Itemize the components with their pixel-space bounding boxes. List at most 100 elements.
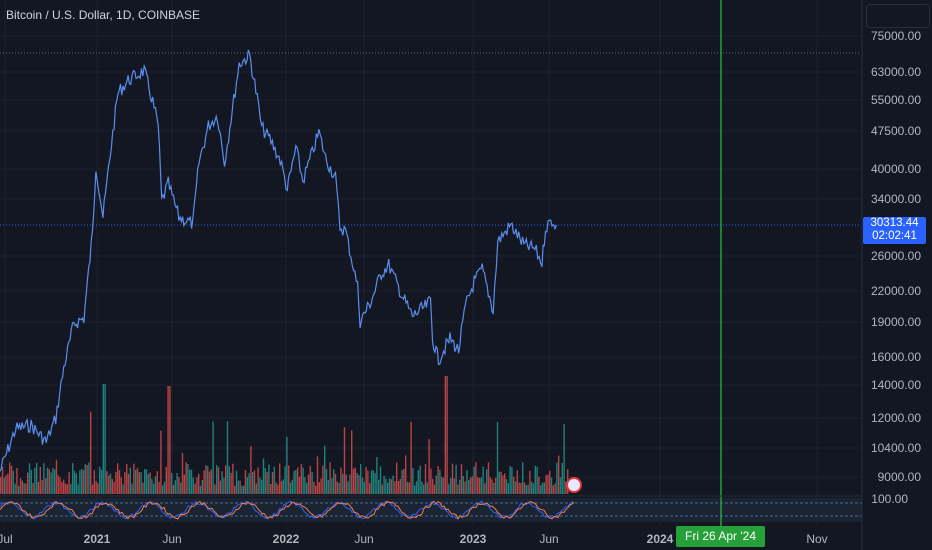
volume-bar xyxy=(113,481,115,494)
volume-bar xyxy=(221,471,223,494)
volume-bar xyxy=(163,481,166,494)
time-tick-label: Jul xyxy=(0,532,13,546)
volume-bar xyxy=(473,466,475,494)
volume-bar xyxy=(336,481,338,494)
volume-bar xyxy=(241,485,243,494)
volume-bar xyxy=(264,468,266,494)
price-axis: 75000.00 63000.00 55000.00 47500.00 40000.00… xyxy=(871,29,921,506)
volume-bar xyxy=(471,476,473,494)
volume-bar xyxy=(369,483,371,494)
volume-bar xyxy=(117,463,119,494)
volume-bar xyxy=(120,477,122,494)
volume-bar xyxy=(361,477,364,494)
toolbar-button[interactable] xyxy=(866,4,930,28)
volume-bar xyxy=(250,446,252,494)
volume-bar xyxy=(329,462,331,494)
volume-bar xyxy=(523,482,526,494)
volume-bar xyxy=(158,481,160,494)
volume-bar xyxy=(403,468,405,494)
oscillator-line xyxy=(0,500,575,520)
time-tick-label: 2021 xyxy=(84,532,111,546)
volume-bar xyxy=(352,468,355,494)
volume-bar xyxy=(212,421,214,494)
earnings-flag-icon[interactable] xyxy=(566,477,582,493)
volume-bar xyxy=(160,430,162,494)
crosshair-date-label: Fri 26 Apr '24 xyxy=(676,526,765,547)
volume-bar xyxy=(457,484,459,494)
volume-bar xyxy=(487,462,490,494)
volume-bar xyxy=(196,477,198,494)
volume-bar xyxy=(86,465,88,494)
volume-bar xyxy=(226,421,229,494)
volume-bar xyxy=(262,458,265,494)
price-tick-label: 63000.00 xyxy=(871,65,921,79)
volume-bar xyxy=(376,457,378,494)
volume-bar xyxy=(252,472,254,494)
volume-bar xyxy=(414,485,416,494)
volume-bar xyxy=(363,481,365,494)
time-tick-label: Jun xyxy=(354,532,373,546)
volume-bar xyxy=(365,466,367,494)
volume-bar xyxy=(475,462,477,494)
volume-bar xyxy=(203,470,205,494)
oscillator-pane xyxy=(0,498,862,522)
volume-bar xyxy=(397,481,400,494)
volume-bar xyxy=(388,478,391,494)
volume-bar xyxy=(136,467,139,494)
volume-bar xyxy=(372,470,374,494)
volume-bar xyxy=(27,472,29,494)
volume-bar xyxy=(207,466,209,494)
price-tick-label: 14000.00 xyxy=(871,378,921,392)
volume-bar xyxy=(52,468,54,494)
volume-bar xyxy=(338,482,340,494)
volume-bar xyxy=(286,436,288,494)
volume-bar xyxy=(140,472,142,494)
volume-bar xyxy=(291,479,293,494)
volume-bar xyxy=(145,469,148,494)
volume-bar xyxy=(349,474,351,494)
volume-bar xyxy=(104,384,106,494)
volume-bar xyxy=(144,469,146,494)
volume-bar xyxy=(153,483,155,494)
volume-bar xyxy=(547,474,549,494)
volume-bar xyxy=(210,469,212,494)
volume-bar xyxy=(97,483,99,494)
volume-bar xyxy=(266,472,268,494)
volume-bar xyxy=(460,464,463,494)
volume-bar xyxy=(84,464,86,494)
volume-bar xyxy=(39,466,41,494)
volume-bar xyxy=(561,463,563,494)
volume-bar xyxy=(133,463,135,494)
volume-bar xyxy=(277,484,279,494)
time-tick-label: Jun xyxy=(162,532,181,546)
volume-bar xyxy=(57,475,59,494)
volume-bar xyxy=(127,473,130,494)
time-tick-label: Nov xyxy=(806,532,827,546)
volume-bar xyxy=(343,427,346,494)
volume-bar xyxy=(273,466,275,494)
volume-bar xyxy=(320,478,322,494)
volume-bar xyxy=(513,476,515,494)
volume-bar xyxy=(115,471,117,494)
volume-bar xyxy=(486,469,488,494)
volume-bar xyxy=(534,465,536,494)
volume-bar xyxy=(423,484,425,494)
volume-bar xyxy=(66,484,68,494)
volume-bar xyxy=(95,480,97,494)
volume-bar xyxy=(185,462,187,494)
price-tick-label: 9000.00 xyxy=(878,470,922,484)
volume-bar xyxy=(415,481,418,494)
volume-bar xyxy=(459,479,461,494)
volume-bar xyxy=(360,463,362,494)
price-tick-label: 40000.00 xyxy=(871,162,921,176)
volume-bar xyxy=(489,477,491,494)
volume-bar xyxy=(381,484,383,494)
volume-bar xyxy=(469,477,472,494)
volume-bar xyxy=(138,472,140,494)
volume-bar xyxy=(306,482,308,494)
volume-bar xyxy=(129,467,131,494)
volume-bar xyxy=(46,467,49,494)
volume-bar xyxy=(18,485,20,494)
volume-bar xyxy=(347,481,349,494)
